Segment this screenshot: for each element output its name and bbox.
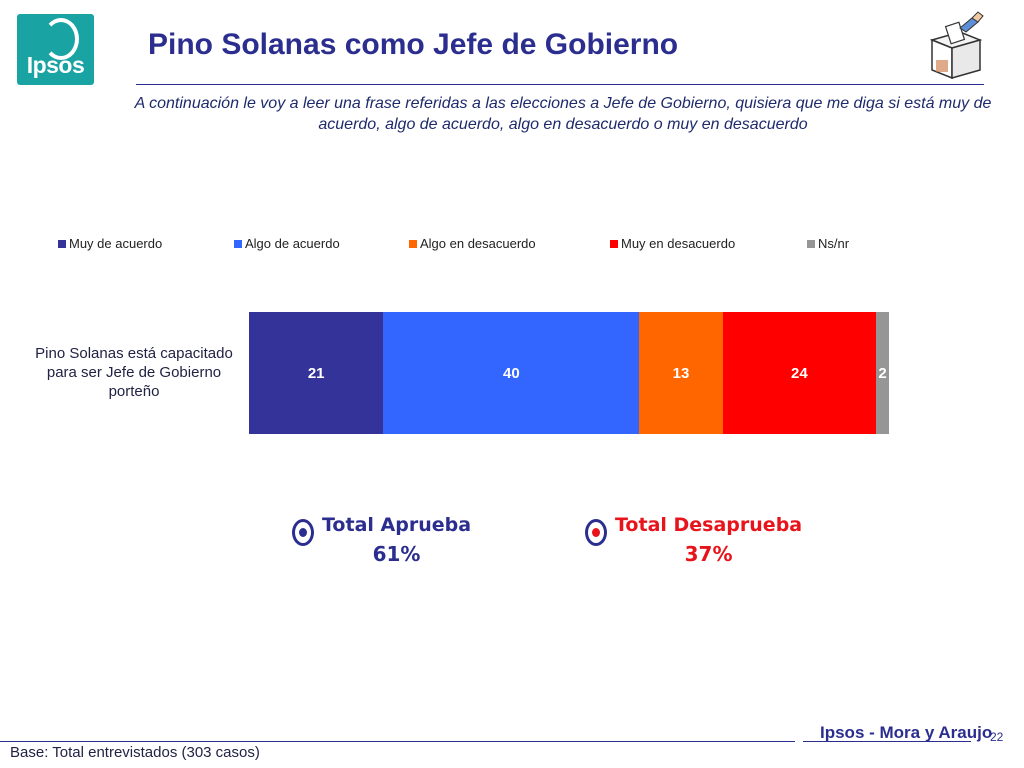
legend-label: Muy de acuerdo [69, 236, 163, 251]
title-divider [136, 84, 984, 85]
ipsos-logo: Ipsos [17, 14, 94, 85]
legend-swatch [807, 239, 815, 248]
bar-segment: 2 [876, 312, 889, 434]
total-desaprueba-label: Total Desaprueba [615, 514, 803, 536]
chart-legend: Muy de acuerdo Algo de acuerdo Algo en des… [58, 236, 898, 254]
page-number: 22 [990, 730, 1004, 744]
target-bullet-icon [292, 519, 314, 546]
legend-swatch [58, 239, 66, 248]
total-desaprueba: Total Desaprueba 37% [585, 511, 802, 569]
legend-item: Muy de acuerdo [58, 236, 162, 251]
category-label: Pino Solanas está capacitado para ser Je… [35, 345, 233, 400]
legend-item: Ns/nr [807, 236, 849, 251]
bar-segment: 21 [249, 312, 384, 434]
question-text: A continuación le voy a leer una frase r… [134, 95, 992, 133]
data-label: 24 [791, 364, 808, 382]
target-bullet-icon [585, 519, 607, 546]
logo-text: Ipsos [26, 52, 85, 78]
legend-label: Algo en desacuerdo [420, 236, 536, 251]
footer-brand: Ipsos - Mora y Araujo [820, 723, 993, 742]
data-label: 2 [878, 364, 887, 382]
legend-label: Ns/nr [818, 236, 850, 251]
legend-label: Muy en desacuerdo [621, 236, 736, 251]
legend-item: Muy en desacuerdo [610, 236, 735, 251]
legend-item: Algo en desacuerdo [409, 236, 536, 251]
legend-swatch [234, 239, 242, 248]
bar-segment: 24 [722, 312, 877, 434]
legend-swatch [409, 239, 417, 248]
brand-underline [803, 741, 971, 742]
logo-ring-icon [43, 18, 79, 60]
data-label: 40 [503, 364, 520, 382]
page-title: Pino Solanas como Jefe de Gobierno [148, 28, 679, 61]
data-label: 21 [307, 364, 325, 382]
base-note: Base: Total entrevistados (303 casos) [10, 744, 260, 761]
legend-label: Algo de acuerdo [245, 236, 340, 251]
total-desaprueba-value: 37% [684, 542, 733, 566]
data-label: 13 [672, 364, 690, 382]
bar-segment: 40 [383, 312, 640, 434]
stacked-bar: 21 40 13 24 2 [249, 312, 902, 434]
legend-swatch [610, 239, 618, 248]
total-aprueba-label: Total Aprueba [322, 514, 472, 536]
ballot-box-icon [929, 11, 984, 80]
legend-item: Algo de acuerdo [234, 236, 340, 251]
footer-divider [0, 741, 795, 742]
total-aprueba-value: 61% [372, 542, 421, 566]
bar-segment: 13 [639, 312, 723, 434]
total-aprueba: Total Aprueba 61% [292, 511, 471, 569]
